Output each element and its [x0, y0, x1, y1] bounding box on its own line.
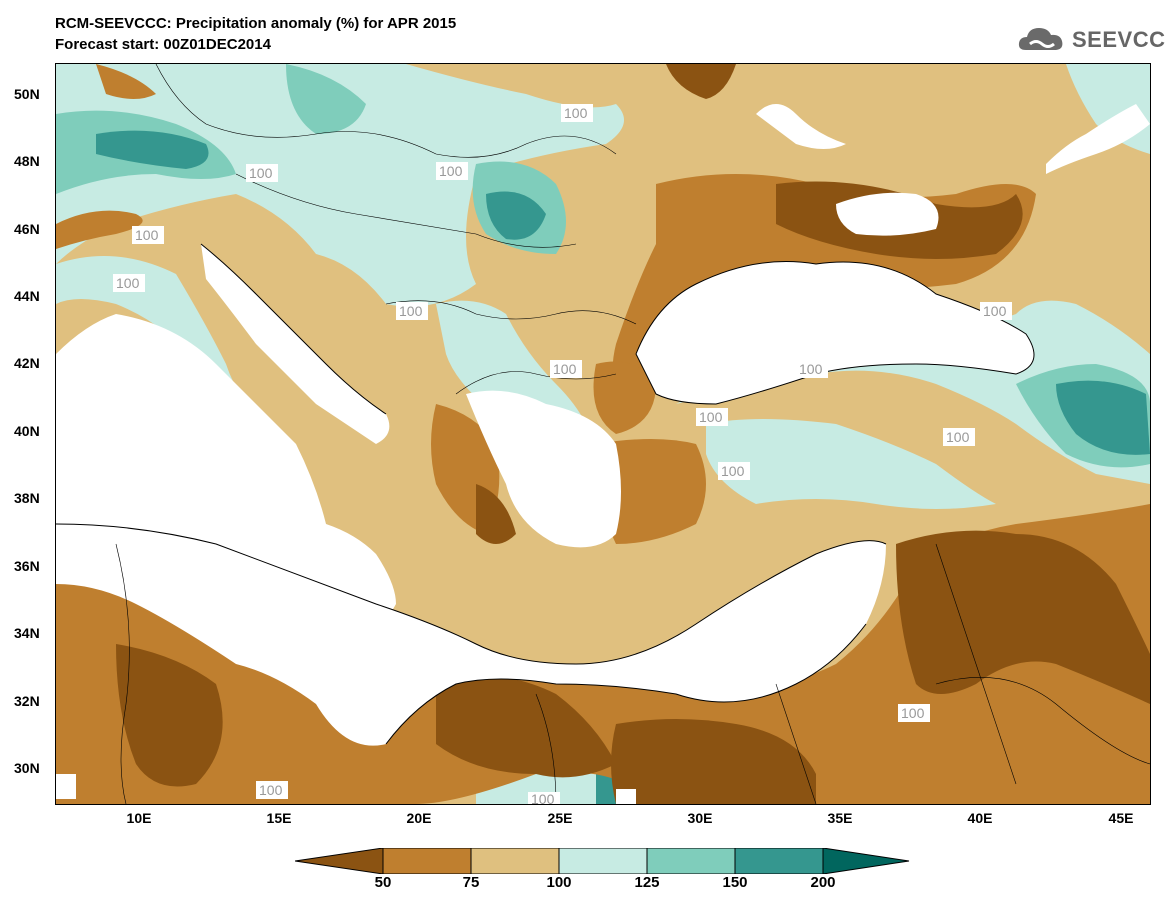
azov-sea	[836, 192, 939, 236]
svg-text:100: 100	[799, 361, 823, 377]
colorbar-swatch-125-150	[646, 847, 736, 875]
contour-label: 100	[246, 164, 278, 182]
lat-label: 34N	[14, 625, 40, 641]
svg-text:100: 100	[399, 303, 423, 319]
aegean-sea	[466, 390, 621, 548]
colorbar-swatch-100-125	[558, 847, 648, 875]
lat-label: 32N	[14, 693, 40, 709]
colorbar-label: 200	[810, 874, 836, 891]
very-dry-regions	[116, 64, 1150, 804]
colorbar-swatch-75-100	[470, 847, 560, 875]
lat-label: 50N	[14, 86, 40, 102]
svg-text:100: 100	[439, 163, 463, 179]
chart-title: RCM-SEEVCCC: Precipitation anomaly (%) f…	[55, 15, 457, 32]
svg-text:100: 100	[721, 463, 745, 479]
seevccc-logo: SEEVCCC	[1016, 22, 1165, 56]
colorbar-label: 75	[462, 874, 480, 891]
svg-text:100: 100	[564, 105, 588, 121]
contour-label: 100	[256, 781, 288, 799]
white-patch-1	[756, 104, 846, 149]
tyrrhenian-sea	[56, 314, 396, 634]
svg-text:100: 100	[531, 791, 555, 804]
colorbar-label: 50	[374, 874, 392, 891]
lon-label: 35E	[827, 810, 853, 826]
colorbar-swatches	[294, 847, 910, 875]
contour-label: 100	[796, 360, 828, 378]
lat-label: 30N	[14, 760, 40, 776]
contour-label: 100	[550, 360, 582, 378]
lon-label: 20E	[406, 810, 432, 826]
lat-label: 44N	[14, 288, 40, 304]
lon-label: 25E	[547, 810, 573, 826]
contour-label: 100	[943, 428, 975, 446]
map-canvas: 100 100 100 100 100 100 100 100 100 100 …	[56, 64, 1150, 804]
lat-label: 48N	[14, 153, 40, 169]
lon-label: 45E	[1108, 810, 1134, 826]
colorbar-label: 100	[546, 874, 572, 891]
forecast-start-label: Forecast start: 00Z01DEC2014	[55, 36, 271, 53]
svg-text:100: 100	[946, 429, 970, 445]
colorbar-label: 125	[634, 874, 660, 891]
mediterranean-sea	[56, 524, 886, 746]
lat-label: 38N	[14, 490, 40, 506]
colorbar-swatch-50-75	[382, 847, 472, 875]
lon-label: 40E	[967, 810, 993, 826]
contour-label: 100	[718, 462, 750, 480]
contour-label: 100	[132, 226, 164, 244]
svg-text:100: 100	[553, 361, 577, 377]
precipitation-anomaly-map: 100 100 100 100 100 100 100 100 100 100 …	[55, 63, 1151, 805]
contour-label: 100	[980, 302, 1012, 320]
contour-label: 100	[113, 274, 145, 292]
sea-mask	[56, 104, 1150, 804]
contour-label: 100	[528, 791, 560, 804]
svg-text:100: 100	[135, 227, 159, 243]
logo-text: SEEVCCC	[1072, 27, 1165, 52]
black-sea	[636, 261, 1034, 404]
lat-label: 40N	[14, 423, 40, 439]
adriatic-sea	[201, 244, 390, 444]
lat-label: 42N	[14, 355, 40, 371]
lon-label: 30E	[687, 810, 713, 826]
contour-label: 100	[561, 104, 593, 122]
colorbar-swatch-150-200	[734, 847, 824, 875]
country-borders	[115, 64, 1150, 804]
lat-label: 36N	[14, 558, 40, 574]
colorbar-swatch-gt200	[822, 847, 910, 875]
contour-label: 100	[396, 302, 428, 320]
contour-label: 100	[436, 162, 468, 180]
svg-text:100: 100	[901, 705, 925, 721]
lon-label: 10E	[126, 810, 152, 826]
svg-text:100: 100	[116, 275, 140, 291]
colorbar	[294, 847, 910, 875]
lat-label: 46N	[14, 221, 40, 237]
svg-text:100: 100	[249, 165, 273, 181]
cloud-logo-icon	[1018, 28, 1063, 50]
colorbar-label: 150	[722, 874, 748, 891]
svg-text:100: 100	[699, 409, 723, 425]
contour-label: 100	[898, 704, 930, 722]
svg-text:100: 100	[259, 782, 283, 798]
white-patch-2	[1046, 104, 1150, 174]
svg-text:100: 100	[983, 303, 1007, 319]
lon-label: 15E	[266, 810, 292, 826]
contour-label: 100	[696, 408, 728, 426]
colorbar-swatch-lt50	[294, 847, 384, 875]
coastlines	[56, 243, 1035, 745]
contour-labels: 100 100 100 100 100 100 100 100 100 100 …	[113, 104, 1012, 804]
